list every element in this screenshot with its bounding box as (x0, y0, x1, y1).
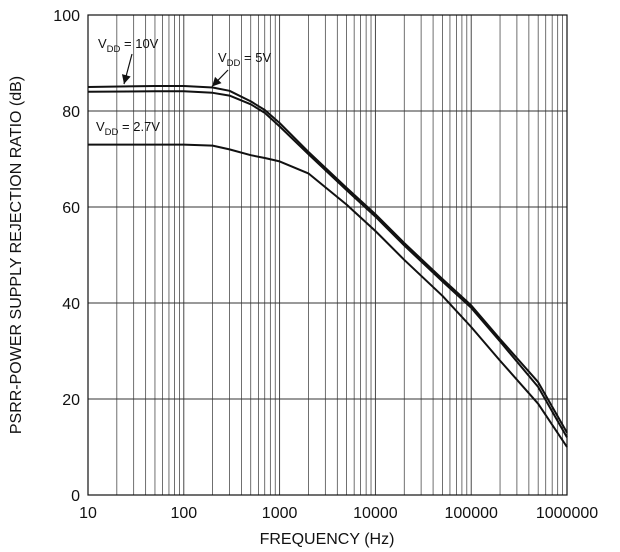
x-tick-label: 1000000 (536, 505, 598, 522)
series-line-2-7V (88, 143, 568, 448)
x-tick-label: 1000 (262, 505, 298, 522)
y-tick-label: 0 (71, 488, 80, 505)
y-tick-label: 60 (62, 200, 80, 217)
x-tick-label: 10 (79, 505, 97, 522)
annotations: VDD = 10V VDD = 5V VDD = 2.7V (96, 36, 271, 138)
grid (88, 15, 567, 495)
annotation-10V: VDD = 10V (98, 36, 159, 55)
y-tick-label: 40 (62, 296, 80, 313)
x-tick-label: 100000 (445, 505, 498, 522)
y-tick-label: 80 (62, 104, 80, 121)
x-tick-label: 100 (170, 505, 197, 522)
annotation-2-7V: VDD = 2.7V (96, 119, 160, 138)
series-layer (87, 85, 568, 448)
y-tick-label: 20 (62, 392, 80, 409)
series-line-10V (87, 85, 568, 434)
x-tick-label: 10000 (353, 505, 398, 522)
tick-labels: 10 100 1000 10000 100000 1000000 0 20 40 60 80 100 (53, 8, 598, 522)
x-axis-title: FREQUENCY (Hz) (260, 531, 395, 548)
plot-frame (87, 14, 568, 496)
annotation-arrowhead (212, 76, 222, 87)
y-axis-title: PSRR-POWER SUPPLY REJECTION RATIO (dB) (8, 76, 25, 434)
annotation-5V: VDD = 5V (218, 50, 271, 69)
y-tick-label: 100 (53, 8, 80, 25)
annotation-arrowhead (121, 74, 131, 85)
series-line-5V (87, 90, 568, 438)
